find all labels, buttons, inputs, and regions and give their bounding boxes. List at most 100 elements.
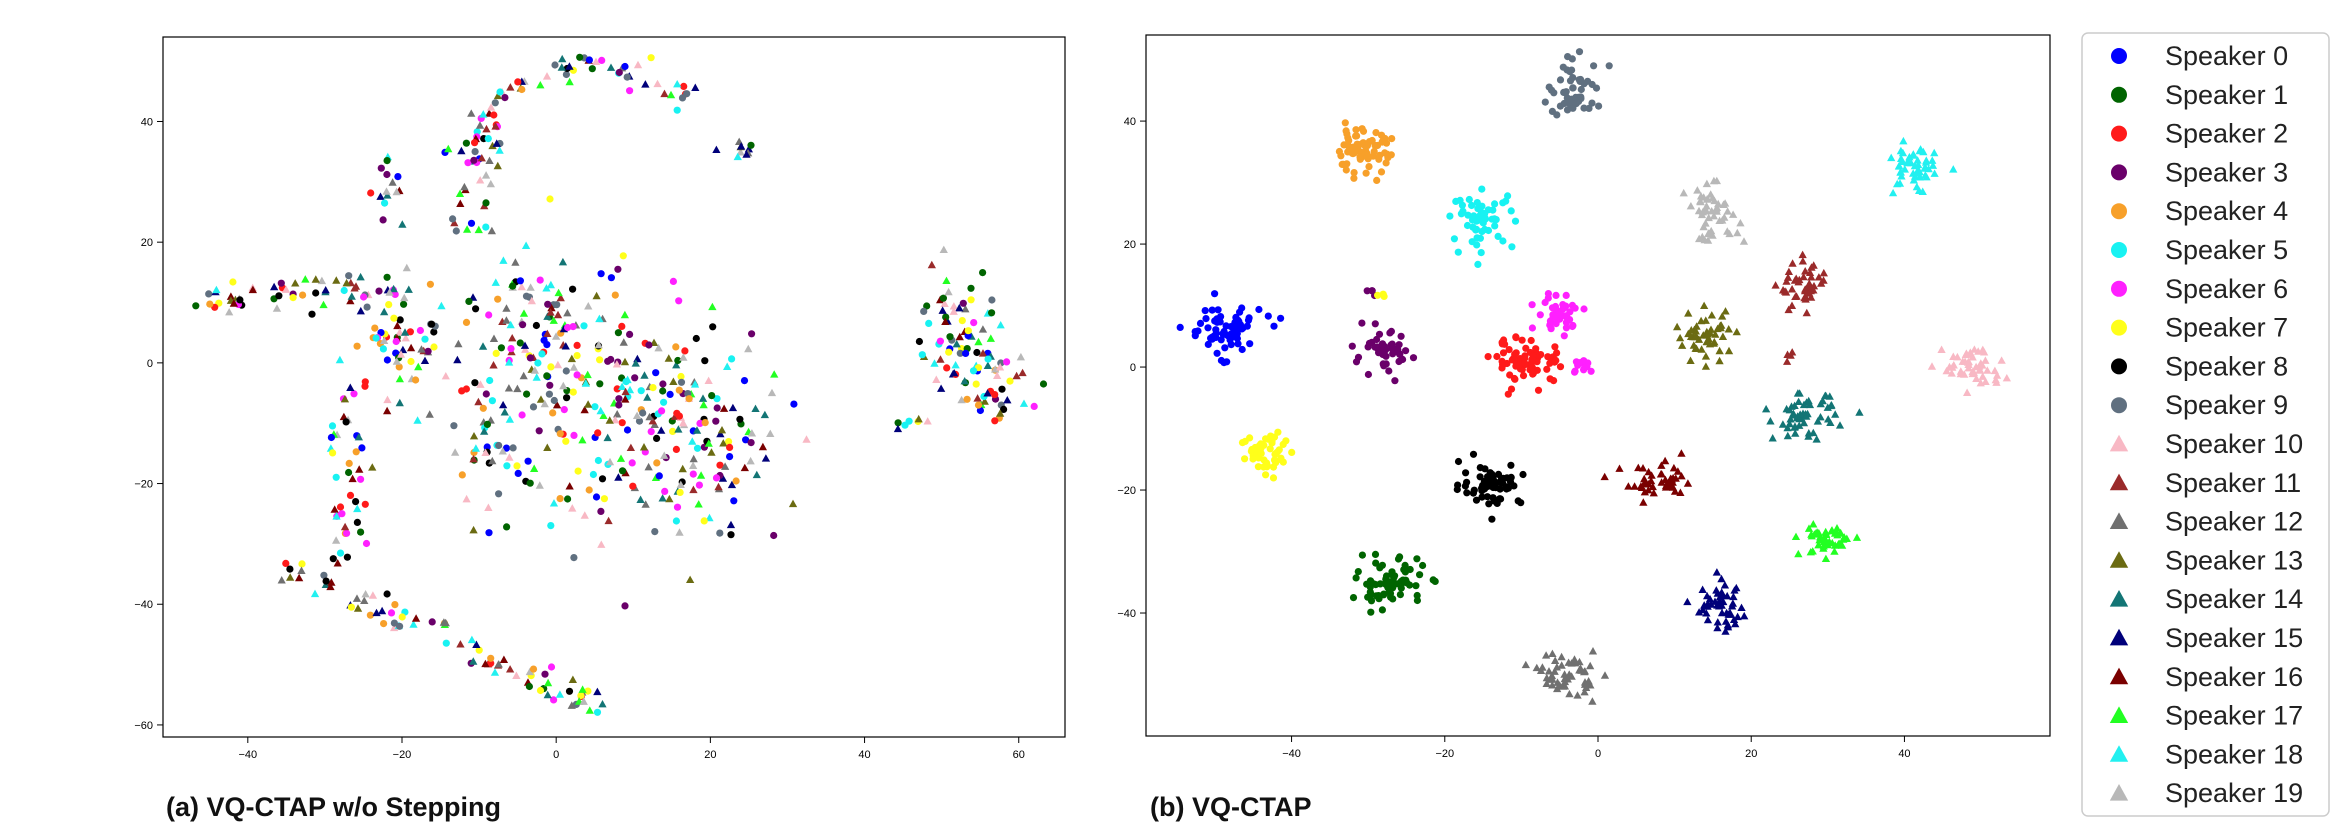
panel-b-point-speaker-6 [1583,363,1591,371]
panel-a-point-speaker-2 [346,491,355,499]
panel-a-point-speaker-11 [477,154,486,162]
panel-b-point-speaker-9 [1568,55,1576,63]
legend-label: Speaker 15 [2165,623,2303,653]
panel-b-point-speaker-11 [1784,267,1793,275]
panel-a-point-speaker-0 [666,390,674,398]
panel-b-point-speaker-13 [1718,312,1727,320]
panel-a-point-speaker-16 [955,332,964,341]
panel-a-point-speaker-15 [938,306,947,314]
panel-a-point-speaker-5 [486,376,494,385]
panel-a-point-speaker-8 [329,555,337,563]
panel-a-point-speaker-19 [498,447,507,455]
panel-b-y-tick-label: 20 [1124,239,1136,251]
panel-a-point-speaker-5 [496,88,504,96]
panel-b-point-speaker-0 [1234,340,1242,348]
panel-b-point-speaker-16 [1669,463,1679,472]
panel-a-point-speaker-16 [565,482,574,490]
panel-a-point-speaker-19 [747,429,757,437]
legend-label: Speaker 4 [2165,196,2288,226]
panel-a-point-speaker-19 [579,697,588,705]
panel-b-point-speaker-13 [1705,339,1715,348]
panel-a-point-speaker-19 [991,365,1000,373]
panel-a-point-speaker-9 [320,571,328,579]
panel-a-point-speaker-8 [973,348,981,357]
panel-a-point-speaker-10 [383,395,392,404]
panel-a-point-speaker-18 [490,668,500,676]
panel-a-point-speaker-1 [482,199,490,207]
panel-a-point-speaker-5 [969,367,978,375]
panel-a-point-speaker-2 [672,445,681,453]
panel-a-point-speaker-8 [915,337,924,346]
panel-a-point-speaker-8 [275,292,283,300]
panel-a-point-speaker-19 [679,353,688,361]
panel-a-point-speaker-3 [526,354,535,362]
panel-a-point-speaker-7 [385,301,393,309]
panel-a-point-speaker-1 [618,467,627,475]
panel-a-point-speaker-4 [556,495,564,503]
panel-a-point-speaker-18 [310,589,320,598]
panel-a-point-speaker-18 [491,278,500,286]
legend-triangle-marker [2109,628,2129,646]
panel-b-point-speaker-15 [1713,618,1722,626]
panel-a-point-speaker-5 [673,106,681,114]
panel-a-point-speaker-11 [508,334,517,342]
panel-a-point-speaker-16 [481,659,490,668]
panel-a-point-speaker-1 [942,313,950,321]
panel-b-point-speaker-1 [1363,580,1371,588]
panel-b-point-speaker-19 [1709,176,1719,185]
panel-a-point-speaker-13 [914,414,923,423]
panel-b-point-speaker-10 [1945,362,1954,371]
panel-a-point-speaker-3 [959,299,967,307]
panel-a-point-speaker-10 [923,417,932,425]
panel-a-point-speaker-13 [340,395,350,403]
panel-b-point-speaker-1 [1401,561,1409,570]
panel-a-point-speaker-5 [442,639,450,647]
panel-b-point-speaker-6 [1576,359,1584,367]
panel-a-point-speaker-13 [469,432,479,440]
panel-b-point-speaker-13 [1732,327,1741,336]
panel-b-point-speaker-14 [1785,419,1794,428]
panel-a-point-speaker-9 [522,292,531,300]
panel-b-point-speaker-1 [1374,592,1383,600]
panel-b-point-speaker-15 [1737,603,1746,611]
panel-a-point-speaker-9 [639,409,647,417]
panel-b-point-speaker-10 [1974,347,1983,355]
panel-b-point-speaker-7 [1374,291,1382,299]
panel-b-point-speaker-8 [1463,489,1471,497]
panel-a-point-speaker-3 [482,390,490,398]
panel-a-point-speaker-14 [636,495,645,503]
panel-a-point-speaker-14 [672,360,681,369]
panel-a-point-speaker-14 [389,284,398,293]
panel-b-point-speaker-9 [1556,102,1564,110]
panel-a-point-speaker-4 [458,471,466,479]
panel-a-point-speaker-13 [368,463,377,471]
panel-b-point-speaker-9 [1548,107,1556,115]
panel-b-point-speaker-18 [1907,158,1916,167]
panel-a-point-speaker-4 [529,665,538,673]
panel-a-point-speaker-9 [345,272,353,280]
panel-a-point-speaker-12 [488,456,497,465]
panel-b-point-speaker-0 [1238,345,1246,354]
legend-label: Speaker 14 [2165,584,2303,614]
panel-a-point-speaker-15 [744,144,753,153]
panel-a-point-speaker-18 [413,416,422,424]
panel-b-point-speaker-11 [1778,286,1788,294]
panel-a-point-speaker-18 [723,362,732,370]
panel-a-point-speaker-3 [544,300,552,308]
panel-a-point-speaker-10 [527,296,536,305]
panel-b-point-speaker-14 [1778,420,1788,428]
panel-a-point-speaker-13 [620,357,630,366]
panel-b-point-speaker-3 [1385,367,1393,375]
panel-a-point-speaker-3 [713,404,721,412]
panel-a-point-speaker-10 [591,57,601,65]
panel-b-point-speaker-17 [1809,520,1818,528]
panel-a-point-speaker-15 [356,306,365,315]
panel-a-point-speaker-0 [742,436,750,444]
panel-b-point-speaker-7 [1263,463,1271,471]
panel-a-point-speaker-15 [737,142,746,150]
panel-a-point-speaker-18 [625,385,635,394]
panel-b-point-speaker-17 [1830,547,1839,555]
panel-a-point-speaker-2 [367,189,375,197]
panel-a-point-speaker-10 [390,623,399,632]
panel-a-y-tick-label: −20 [134,479,153,491]
